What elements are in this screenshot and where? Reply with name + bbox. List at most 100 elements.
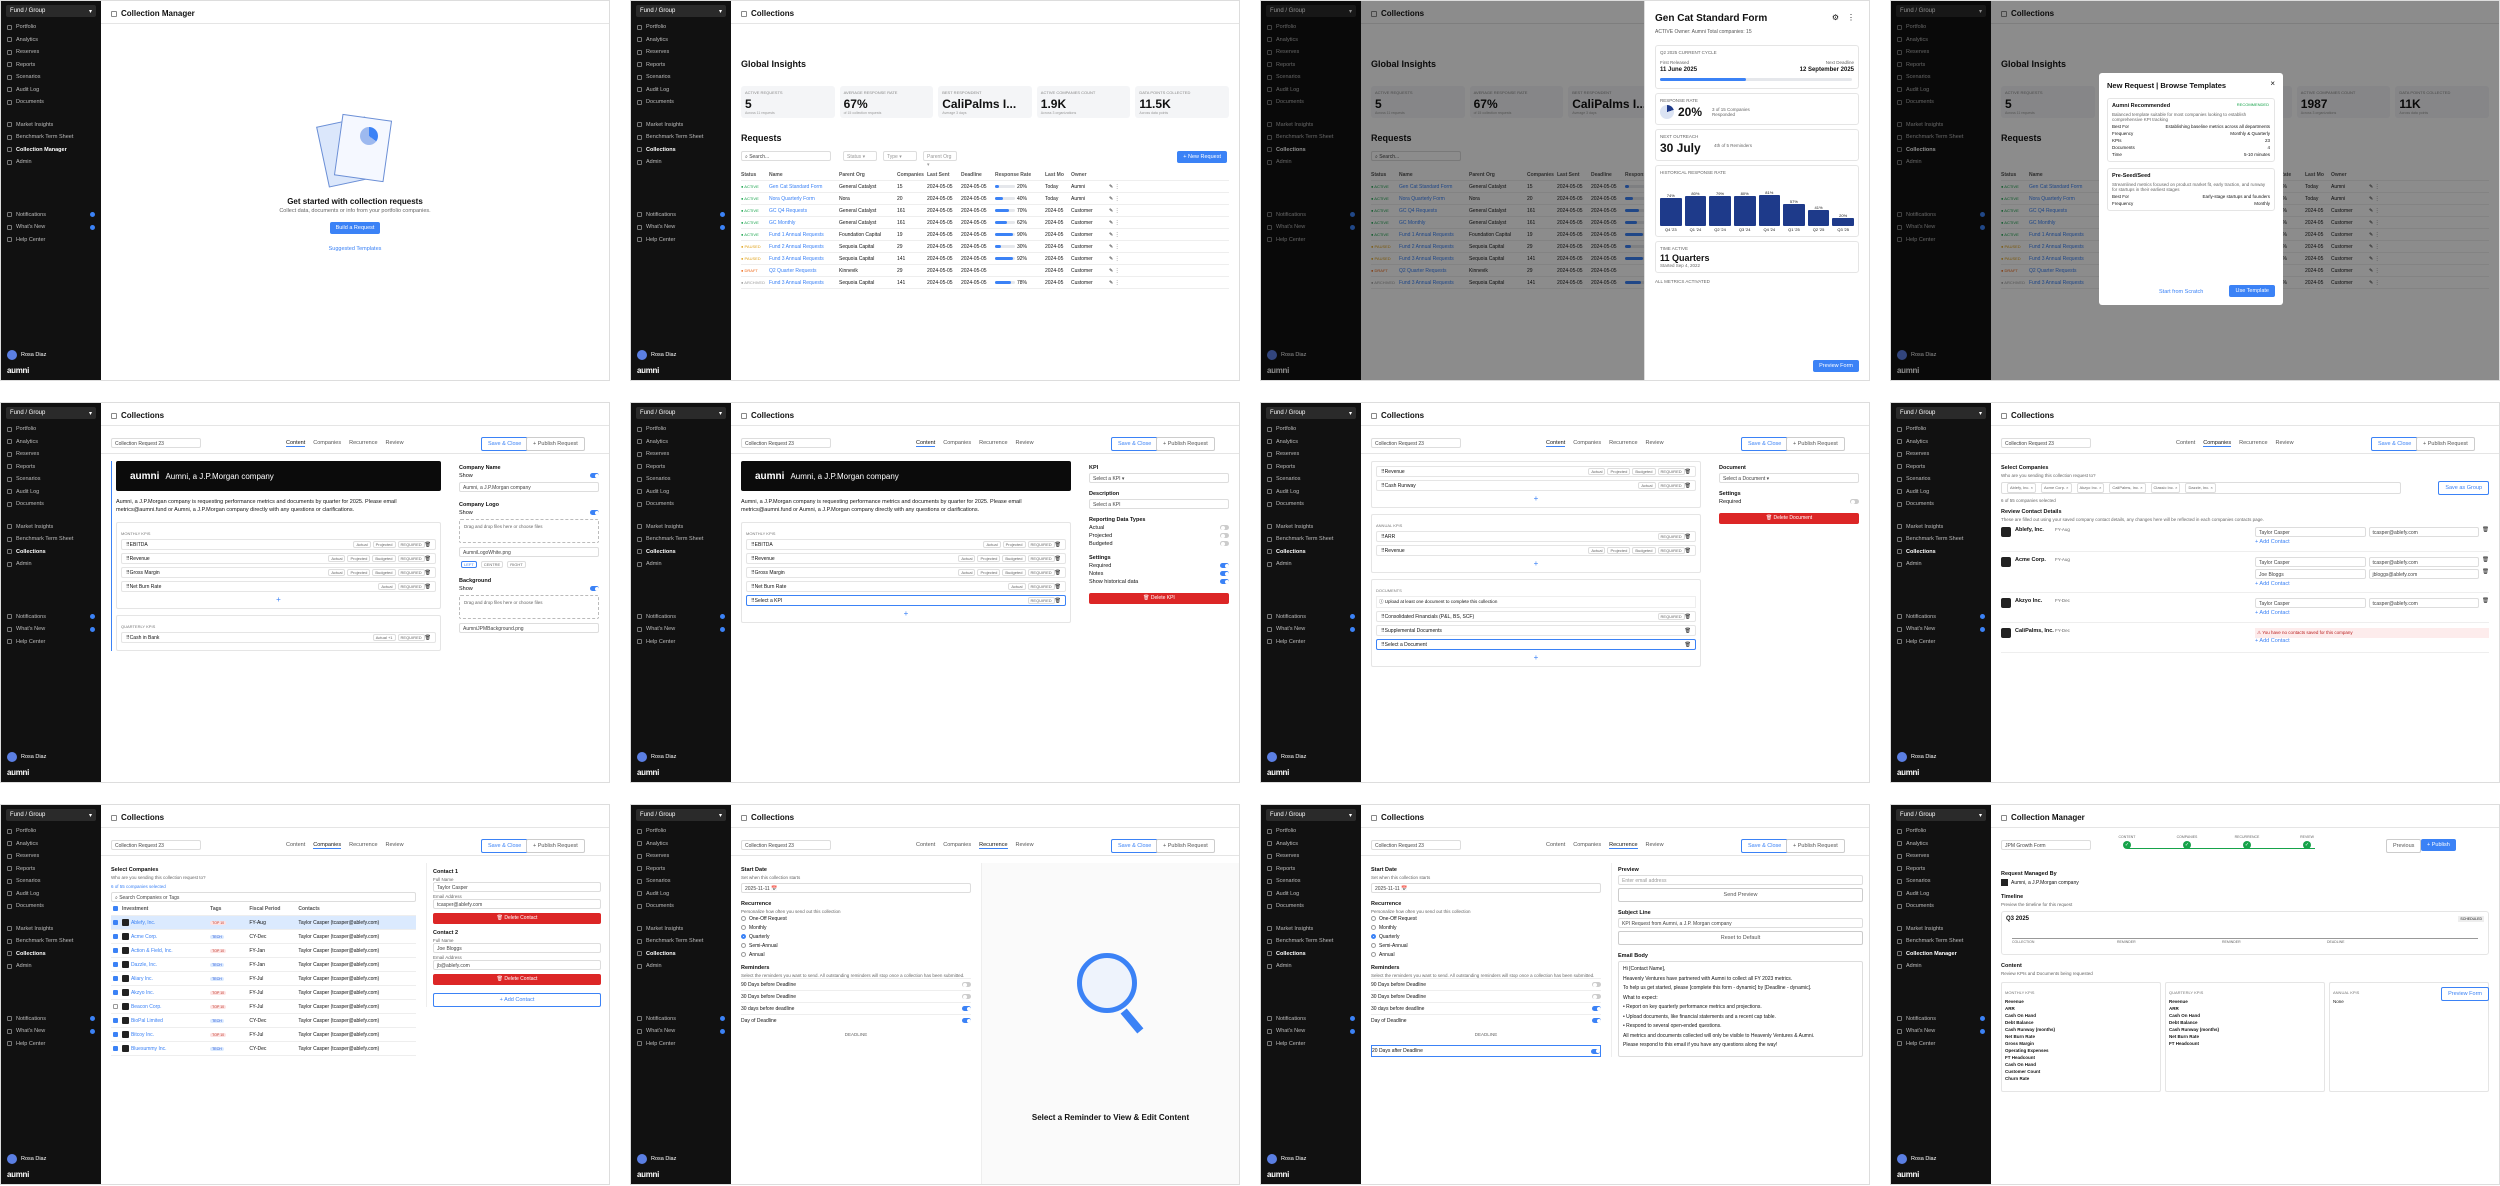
- sidebar-item[interactable]: Market Insights: [1897, 521, 1985, 534]
- reminder-row[interactable]: 30 Days before Deadline: [741, 990, 971, 1002]
- trash-icon[interactable]: 🗑: [1684, 613, 1691, 620]
- sidebar-item[interactable]: Admin: [1897, 156, 1985, 169]
- filter-dropdown[interactable]: Parent Org ▾: [923, 151, 957, 168]
- recurrence-option[interactable]: Annual: [741, 950, 971, 959]
- sidebar-item[interactable]: Reserves: [637, 46, 725, 59]
- sidebar-item[interactable]: Portfolio: [7, 21, 95, 34]
- kpi-row[interactable]: ⠿ ARR REQUIRED 🗑: [1376, 531, 1696, 542]
- sidebar-item[interactable]: Notifications: [1897, 1013, 1985, 1026]
- new-request-button[interactable]: + New Request: [1177, 151, 1227, 163]
- user-menu[interactable]: Rosa Diaz: [7, 350, 46, 360]
- align-option[interactable]: LEFT: [461, 561, 477, 568]
- sidebar-item[interactable]: Scenarios: [1267, 71, 1355, 84]
- sidebar-item[interactable]: Scenarios: [637, 71, 725, 84]
- tab-recurrence[interactable]: Recurrence: [349, 440, 378, 446]
- user-menu[interactable]: Rosa Diaz: [1897, 1154, 1936, 1164]
- radio-button[interactable]: [741, 943, 746, 948]
- drag-handle-icon[interactable]: ⠿: [126, 555, 130, 562]
- fund-selector[interactable]: Fund / Group ▾: [636, 5, 726, 17]
- email-input[interactable]: tcasper@ablefy.com: [433, 899, 601, 909]
- sidebar-item[interactable]: Admin: [1897, 558, 1985, 571]
- trash-icon[interactable]: 🗑: [1054, 569, 1061, 576]
- trash-icon[interactable]: 🗑: [2482, 527, 2490, 533]
- company-pill[interactable]: Akzyo Inc. ×: [2076, 483, 2105, 493]
- row-checkbox[interactable]: [113, 920, 118, 925]
- edit-icon[interactable]: ✎: [1109, 219, 1115, 226]
- more-icon[interactable]: ⋮: [1114, 183, 1120, 190]
- tab-review[interactable]: Review: [2275, 440, 2294, 446]
- company-name-input[interactable]: Aumni, a J.P.Morgan company: [459, 482, 599, 492]
- more-icon[interactable]: ⋮: [2374, 207, 2380, 214]
- drag-handle-icon[interactable]: ⠿: [1381, 482, 1385, 489]
- trash-icon[interactable]: 🗑: [424, 541, 431, 548]
- publish-request-button[interactable]: + Publish Request: [1156, 437, 1215, 451]
- company-row[interactable]: Bitcoy Inc. TOP 10 FY-Jul Taylor Casper (tc…: [111, 1028, 416, 1042]
- sidebar-item[interactable]: Collections: [7, 948, 95, 961]
- tab-content[interactable]: Content: [916, 440, 936, 447]
- sidebar-item[interactable]: Collections: [7, 546, 95, 559]
- contact-email-input[interactable]: tcasper@ablefy.com: [2368, 557, 2480, 567]
- sidebar-item[interactable]: Collections: [637, 144, 725, 157]
- sidebar-item[interactable]: Help Center: [637, 1038, 725, 1051]
- contact-name-input[interactable]: Joe Bloggs: [2255, 569, 2366, 579]
- sidebar-item[interactable]: Analytics: [1897, 838, 1985, 851]
- edit-icon[interactable]: ✎: [1109, 207, 1115, 214]
- start-date-input[interactable]: 2025-11-11 📅: [1371, 883, 1601, 893]
- request-name-link[interactable]: Fund 3 Annual Requests: [769, 279, 824, 286]
- sidebar-item[interactable]: Reserves: [1267, 46, 1355, 59]
- use-template-button[interactable]: Use Template: [2229, 285, 2275, 297]
- sidebar-item[interactable]: Admin: [1267, 558, 1355, 571]
- column-header[interactable]: Contacts: [298, 905, 320, 912]
- contact-email-input[interactable]: jbloggs@ablefy.com: [2368, 569, 2480, 579]
- recurrence-option[interactable]: Quarterly: [741, 932, 971, 941]
- sidebar-item[interactable]: What's New: [637, 1025, 725, 1038]
- more-icon[interactable]: ⋮: [2374, 219, 2380, 226]
- tab-content[interactable]: Content: [1546, 842, 1566, 848]
- sidebar-item[interactable]: Benchmark Term Sheet: [1897, 533, 1985, 546]
- sidebar-item[interactable]: Portfolio: [7, 423, 95, 436]
- sidebar-item[interactable]: Notifications: [1897, 611, 1985, 624]
- sidebar-item[interactable]: Benchmark Term Sheet: [7, 935, 95, 948]
- sidebar-item[interactable]: Market Insights: [637, 521, 725, 534]
- more-icon[interactable]: ⋮: [2374, 195, 2380, 202]
- publish-request-button[interactable]: + Publish Request: [526, 437, 585, 451]
- kpi-row[interactable]: ⠿ Revenue Actual Projected Budgeted REQUIRED…: [1376, 466, 1696, 477]
- trash-icon[interactable]: 🗑: [424, 634, 431, 641]
- tab-recurrence[interactable]: Recurrence: [2239, 440, 2268, 446]
- row-checkbox[interactable]: [113, 990, 118, 995]
- sidebar-item[interactable]: Documents: [7, 900, 95, 913]
- sidebar-item[interactable]: Help Center: [7, 1038, 95, 1051]
- edit-icon[interactable]: ✎: [2369, 195, 2375, 202]
- sidebar-item[interactable]: Reserves: [7, 850, 95, 863]
- save-close-button[interactable]: Save & Close: [1111, 437, 1159, 451]
- tab-content[interactable]: Content: [2176, 440, 2196, 446]
- request-name-link[interactable]: Fund 2 Annual Requests: [769, 243, 824, 250]
- company-row[interactable]: Beacon Corp. TOP 10 FY-Jul Taylor Casper (t…: [111, 1000, 416, 1014]
- sidebar-item[interactable]: Help Center: [1267, 1038, 1355, 1051]
- full-name-input[interactable]: Joe Bloggs: [433, 943, 601, 953]
- start-from-scratch-link[interactable]: Start from Scratch: [2159, 289, 2204, 295]
- company-pill[interactable]: CaliPalms, Inc. ×: [2109, 483, 2146, 493]
- add-contact-link[interactable]: + Add Contact: [2255, 638, 2290, 644]
- sidebar-item[interactable]: Analytics: [1897, 436, 1985, 449]
- tab-companies[interactable]: Companies: [943, 440, 972, 446]
- request-name-link[interactable]: Q2 Quarter Requests: [769, 267, 817, 274]
- description-input[interactable]: Select a KPI: [1089, 499, 1229, 509]
- more-icon[interactable]: ⋮: [1114, 255, 1120, 262]
- sidebar-item[interactable]: Portfolio: [1267, 825, 1355, 838]
- sidebar-item[interactable]: Admin: [1267, 960, 1355, 973]
- sidebar-item[interactable]: Benchmark Term Sheet: [7, 131, 95, 144]
- edit-icon[interactable]: ✎: [1109, 183, 1115, 190]
- sidebar-item[interactable]: What's New: [1267, 623, 1355, 636]
- company-pills-input[interactable]: Ablefy, Inc. × Acme Corp. × Akzyo Inc. × Ca…: [2001, 482, 2401, 494]
- save-close-button[interactable]: Save & Close: [1741, 437, 1789, 451]
- edit-icon[interactable]: ✎: [2369, 207, 2375, 214]
- row-checkbox[interactable]: [113, 976, 118, 981]
- collection-name-input[interactable]: Collection Request 23: [1371, 438, 1461, 448]
- sidebar-item[interactable]: Reports: [1267, 59, 1355, 72]
- kpi-row[interactable]: ⠿ Gross Margin Actual Projected Budgeted REQ…: [121, 567, 436, 579]
- sidebar-item[interactable]: What's New: [7, 1025, 95, 1038]
